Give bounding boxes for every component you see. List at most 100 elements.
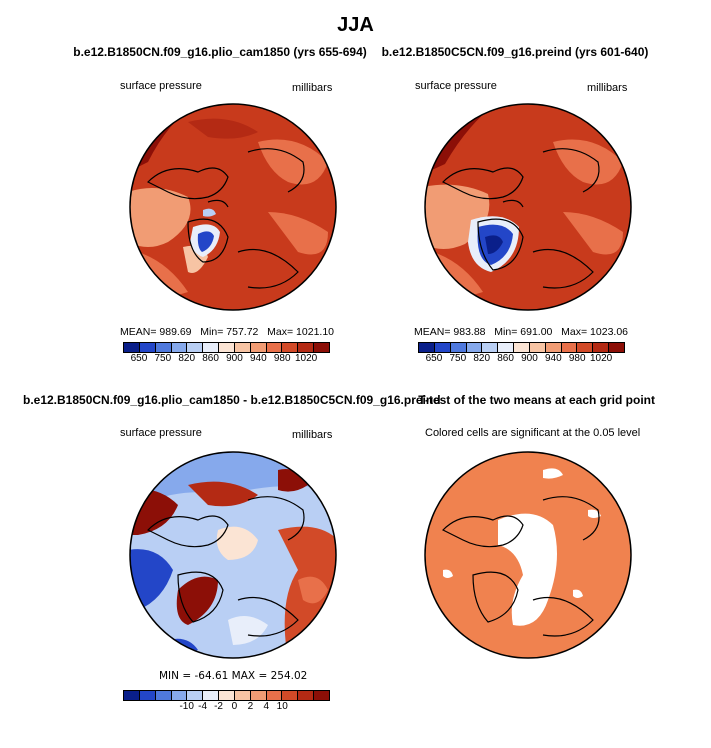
colorbar-swatch [561, 343, 578, 352]
panel3-high-b [188, 481, 258, 507]
colorbar-tick-label: 650 [425, 353, 443, 364]
colorbar-swatch [124, 343, 140, 352]
panel3-high-c [278, 469, 308, 492]
colorbar-tick-label: 10 [276, 701, 288, 712]
colorbar-tick-label: 750 [449, 353, 467, 364]
colorbar-swatch [529, 343, 546, 352]
colorbar-swatch [545, 343, 562, 352]
colorbar-swatch [250, 343, 267, 352]
colorbar-swatch [498, 343, 515, 352]
colorbar-swatch [298, 343, 315, 352]
panel3-region-b [228, 616, 268, 645]
colorbar-swatch [419, 343, 435, 352]
panel2-min-label: Min= [494, 326, 518, 338]
panel3-variable-label: surface pressure [120, 427, 202, 439]
colorbar-tick-label: 1020 [294, 353, 318, 364]
colorbar-swatch [609, 343, 624, 352]
panel2-max-value: 1023.06 [590, 326, 629, 338]
panel1-max-label: Max= [267, 326, 294, 338]
colorbar-tick-label: -2 [214, 701, 223, 712]
colorbar-tick-label: 650 [130, 353, 148, 364]
panel3-title: b.e12.B1850CN.f09_g16.plio_cam1850 - b.e… [23, 393, 441, 407]
colorbar-swatch [593, 343, 610, 352]
colorbar-swatch [219, 343, 235, 352]
colorbar-swatch [314, 343, 329, 352]
colorbar-tick-label: 820 [473, 353, 491, 364]
panel2-region-c [553, 139, 623, 185]
colorbar-tick-label: 980 [568, 353, 586, 364]
panel1-units-label: millibars [292, 82, 333, 94]
colorbar-swatch [187, 691, 204, 700]
panel1-colorbar: 650 750 820 860 900 940 980 1020 [123, 342, 330, 365]
panel2-min-value: 691.00 [520, 326, 553, 338]
panel1-min-value: 757.72 [226, 326, 259, 338]
colorbar-swatch [434, 343, 451, 352]
panel3-units-label: millibars [292, 429, 333, 441]
panel4-polar-map [424, 451, 632, 659]
figure-title: JJA [337, 14, 374, 36]
panel2-variable-label: surface pressure [415, 80, 497, 92]
panel2-polar-map [424, 103, 632, 311]
colorbar-tick-label: 4 [263, 701, 270, 712]
panel1-region-b [130, 188, 191, 247]
colorbar-swatch [282, 691, 299, 700]
panel4-map-border [424, 451, 632, 659]
panel4-coastlines [441, 496, 600, 637]
panel1-region-g [203, 208, 216, 217]
panel3-map-border [129, 451, 337, 659]
colorbar-swatch [171, 691, 188, 700]
colorbar-swatch [139, 343, 156, 352]
panel4-nonsignificant-a [543, 468, 563, 479]
panel2-mean-label: MEAN= [414, 326, 451, 338]
colorbar-tick-label: 0 [231, 701, 238, 712]
panel2-greenland-core [485, 235, 503, 254]
colorbar-tick-label: 2 [247, 701, 254, 712]
panel4-nonsignificant-d [573, 589, 583, 598]
colorbar-swatch [266, 691, 283, 700]
colorbar-tick-label: 820 [178, 353, 196, 364]
colorbar-tick-label: 900 [521, 353, 538, 364]
panel3-colorbar: -10 -4 -2 0 2 4 10 [123, 690, 330, 713]
colorbar-swatch [250, 691, 267, 700]
colorbar-swatch [155, 691, 172, 700]
colorbar-tick-label: 860 [497, 353, 514, 364]
panel3-low-a [130, 549, 173, 610]
panel2-mean-value: 983.88 [453, 326, 486, 338]
panel3-polar-map [129, 451, 337, 659]
colorbar-swatch [124, 691, 140, 700]
colorbar-swatch [514, 343, 530, 352]
colorbar-tick-label: 900 [226, 353, 243, 364]
colorbar-swatch [314, 691, 329, 700]
colorbar-swatch [298, 691, 315, 700]
panel3-stats: MIN = -64.61 MAX = 254.02 [159, 670, 308, 682]
colorbar-swatch [466, 343, 483, 352]
colorbar-tick-label: 860 [202, 353, 219, 364]
panel1-stats: MEAN= 989.69 Min= 757.72 Max= 1021.10 [120, 326, 334, 338]
panel3-coastlines [146, 496, 305, 637]
panel1-mean-label: MEAN= [120, 326, 157, 338]
panel1-greenland-low [197, 231, 214, 252]
panel4-significance-note: Colored cells are significant at the 0.0… [425, 427, 641, 439]
colorbar-tick-label: 750 [154, 353, 172, 364]
panel1-region-e [268, 212, 328, 255]
colorbar-swatch [155, 343, 172, 352]
panel1-map-border [129, 103, 337, 311]
panel2-units-label: millibars [587, 82, 628, 94]
panel2-stats: MEAN= 983.88 Min= 691.00 Max= 1023.06 [414, 326, 628, 338]
colorbar-tick-label: 980 [273, 353, 291, 364]
panel2-title: b.e12.B1850C5CN.f09_g16.preind (yrs 601-… [381, 45, 649, 59]
panel1-title: b.e12.B1850CN.f09_g16.plio_cam1850 (yrs … [73, 45, 367, 59]
panel1-mean-value: 989.69 [159, 326, 192, 338]
panel2-max-label: Max= [561, 326, 588, 338]
colorbar-swatch [234, 691, 251, 700]
colorbar-tick-label: -10 [179, 701, 194, 712]
colorbar-swatch [282, 343, 299, 352]
colorbar-swatch [187, 343, 204, 352]
colorbar-swatch [219, 691, 235, 700]
colorbar-swatch [203, 343, 220, 352]
panel1-region-c [258, 139, 328, 185]
colorbar-swatch [577, 343, 594, 352]
panel3-region-c [298, 576, 328, 604]
panel1-variable-label: surface pressure [120, 80, 202, 92]
colorbar-swatch [266, 343, 283, 352]
